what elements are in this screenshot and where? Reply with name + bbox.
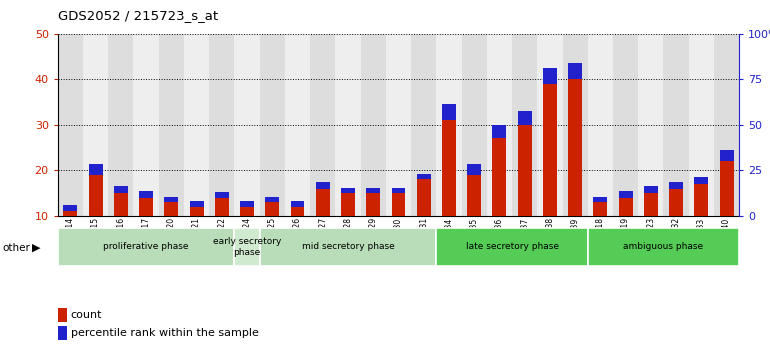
Bar [467, 175, 481, 216]
Bar [259, 228, 437, 266]
Bar [543, 84, 557, 216]
Bar [259, 34, 285, 216]
Bar [240, 207, 254, 216]
Bar [442, 104, 456, 120]
Bar [159, 34, 184, 216]
Bar [58, 34, 83, 216]
Bar [164, 202, 179, 216]
Bar [588, 34, 613, 216]
Bar [664, 34, 688, 216]
Text: count: count [71, 310, 102, 320]
Bar [139, 191, 153, 198]
Bar [543, 68, 557, 84]
Bar [341, 188, 355, 193]
Bar [391, 188, 406, 193]
Bar [290, 207, 304, 216]
Bar [89, 164, 102, 175]
Bar [391, 193, 406, 216]
Bar [618, 191, 633, 198]
Text: other: other [2, 243, 30, 253]
Bar [618, 198, 633, 216]
Text: mid secretory phase: mid secretory phase [302, 242, 394, 251]
Bar [215, 198, 229, 216]
Bar [512, 34, 537, 216]
Text: early secretory
phase: early secretory phase [213, 237, 281, 257]
Bar [109, 34, 133, 216]
Text: proliferative phase: proliferative phase [103, 242, 189, 251]
Bar [467, 164, 481, 175]
Bar [139, 198, 153, 216]
Bar [644, 193, 658, 216]
Bar [367, 188, 380, 193]
Bar [695, 177, 708, 184]
Text: late secretory phase: late secretory phase [466, 242, 558, 251]
Bar [316, 189, 330, 216]
Bar [184, 34, 209, 216]
Bar [669, 189, 683, 216]
Text: ambiguous phase: ambiguous phase [624, 242, 704, 251]
Bar [114, 193, 128, 216]
Bar [695, 184, 708, 216]
Bar [189, 207, 203, 216]
Bar [638, 34, 664, 216]
Bar [487, 34, 512, 216]
Text: GDS2052 / 215723_s_at: GDS2052 / 215723_s_at [58, 9, 218, 22]
Bar [234, 228, 259, 266]
Bar [594, 202, 608, 216]
Bar [720, 161, 734, 216]
Bar [114, 186, 128, 193]
Bar [613, 34, 638, 216]
Bar [563, 34, 588, 216]
Bar [316, 182, 330, 189]
Bar [411, 34, 437, 216]
Bar [89, 175, 102, 216]
Bar [517, 125, 531, 216]
Text: percentile rank within the sample: percentile rank within the sample [71, 328, 259, 338]
Bar [341, 193, 355, 216]
Bar [669, 182, 683, 189]
Bar [290, 201, 304, 207]
Bar [537, 34, 563, 216]
Bar [215, 192, 229, 198]
Bar [588, 228, 739, 266]
Bar [461, 34, 487, 216]
Bar [336, 34, 360, 216]
Bar [83, 34, 109, 216]
Bar [442, 120, 456, 216]
Bar [568, 79, 582, 216]
Bar [417, 174, 430, 179]
Bar [594, 197, 608, 202]
Bar [417, 179, 430, 216]
Bar [58, 228, 234, 266]
Bar [493, 125, 507, 138]
Bar [310, 34, 336, 216]
Bar [517, 111, 531, 125]
Bar [386, 34, 411, 216]
Bar [367, 193, 380, 216]
Bar [63, 205, 77, 211]
Bar [568, 63, 582, 79]
Bar [240, 201, 254, 207]
Bar [437, 34, 461, 216]
Bar [437, 228, 588, 266]
Bar [234, 34, 259, 216]
Bar [133, 34, 159, 216]
Bar [493, 138, 507, 216]
Bar [266, 197, 280, 202]
Bar [714, 34, 739, 216]
Text: ▶: ▶ [32, 243, 41, 253]
Bar [189, 201, 203, 207]
Bar [63, 211, 77, 216]
Bar [644, 186, 658, 193]
Bar [720, 150, 734, 161]
Bar [360, 34, 386, 216]
Bar [688, 34, 714, 216]
Bar [266, 202, 280, 216]
Bar [285, 34, 310, 216]
Bar [209, 34, 234, 216]
Bar [164, 197, 179, 202]
